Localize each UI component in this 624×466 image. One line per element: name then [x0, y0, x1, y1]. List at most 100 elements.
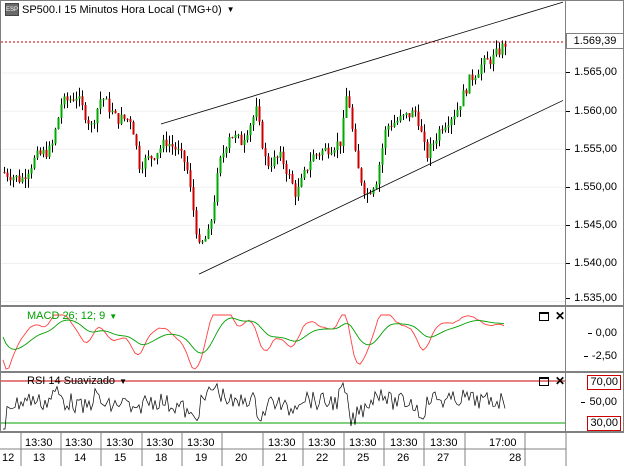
- candle-body: [444, 127, 447, 131]
- candle-body: [90, 123, 93, 125]
- maximize-icon[interactable]: [539, 311, 549, 321]
- chevron-down-icon[interactable]: ▼: [119, 376, 127, 386]
- candle-body: [327, 147, 330, 155]
- macd-label-text: MACD 26; 12; 9: [27, 310, 106, 322]
- chevron-down-icon[interactable]: ▼: [109, 311, 118, 321]
- candle-body: [456, 110, 459, 117]
- macd-label[interactable]: MACD 26; 12; 9 ▼: [27, 310, 117, 322]
- candle-body: [96, 108, 99, 124]
- candle-body: [270, 166, 273, 168]
- candle-body: [63, 96, 66, 105]
- candle-body: [369, 192, 372, 194]
- candle-body: [411, 110, 414, 118]
- candle-body: [420, 126, 423, 132]
- candle-body: [225, 148, 228, 154]
- price-tick: 1.535,00: [566, 292, 617, 304]
- candle-body: [177, 148, 180, 150]
- price-tick: 1.550,00: [566, 181, 617, 193]
- time-label: 13:30: [349, 437, 377, 449]
- candle-body: [174, 146, 177, 150]
- candle-body: [219, 157, 222, 174]
- candle-body: [501, 43, 504, 55]
- candle-body: [282, 151, 285, 164]
- candle-body: [339, 141, 342, 147]
- time-label: 13:30: [65, 437, 93, 449]
- candle-body: [192, 187, 195, 211]
- price-tick: 1.565,00: [566, 66, 617, 78]
- date-label: 25: [357, 452, 370, 464]
- candle-body: [129, 118, 132, 123]
- candle-body: [84, 105, 87, 120]
- candle-body: [432, 143, 435, 145]
- candle-body: [213, 201, 216, 221]
- chart-title[interactable]: ESP SP500.I 15 Minutos Hora Local (TMG+0…: [5, 3, 235, 16]
- candle-body: [171, 143, 174, 147]
- candle-body: [360, 168, 363, 183]
- candle-body: [417, 111, 420, 127]
- date-label: 20: [235, 452, 248, 464]
- rsi-upper-level: 70,00: [587, 375, 621, 390]
- time-label: 13:30: [146, 437, 174, 449]
- candle-body: [222, 153, 225, 158]
- candle-body: [33, 157, 36, 169]
- price-axis: 1.565,00 1.560,00 1.555,00 1.550,00 1.54…: [566, 0, 624, 306]
- candle-body: [36, 150, 39, 158]
- time-label: 13:30: [25, 437, 53, 449]
- price-tick: 1.545,00: [566, 219, 617, 231]
- candle-body: [189, 170, 192, 188]
- candle-body: [24, 177, 27, 180]
- time-label: 17:00: [489, 437, 517, 449]
- rsi-line: [3, 381, 506, 430]
- candle-body: [450, 119, 453, 126]
- candle-body: [330, 152, 333, 155]
- macd-canvas[interactable]: [1, 307, 566, 372]
- candle-body: [132, 122, 135, 135]
- candle-body: [408, 113, 411, 118]
- price-chart-panel[interactable]: ESP SP500.I 15 Minutos Hora Local (TMG+0…: [0, 0, 566, 306]
- rsi-axis: 70,00 50,00 30,00: [566, 372, 624, 432]
- candle-body: [357, 150, 360, 169]
- candle-body: [231, 137, 234, 139]
- candle-body: [45, 149, 48, 157]
- candle-body: [249, 125, 252, 136]
- candle-body: [66, 96, 69, 101]
- candle-body: [207, 228, 210, 239]
- close-icon[interactable]: ✕: [555, 309, 566, 323]
- date-label: 27: [437, 452, 450, 464]
- maximize-icon[interactable]: [539, 376, 549, 386]
- candle-body: [69, 99, 72, 101]
- candle-body: [429, 143, 432, 159]
- macd-tick: 0,00: [587, 327, 617, 339]
- candle-body: [72, 99, 75, 101]
- rsi-panel[interactable]: RSI 14 Suavizado ▼ ✕: [0, 372, 566, 432]
- date-label: 22: [316, 452, 329, 464]
- rsi-canvas[interactable]: [1, 373, 566, 432]
- candle-body: [390, 125, 393, 127]
- candle-body: [102, 99, 105, 101]
- candle-body: [459, 106, 462, 111]
- macd-signal-line: [2, 317, 505, 354]
- candle-body: [21, 177, 24, 183]
- candle-body: [30, 168, 33, 174]
- candle-body: [435, 140, 438, 144]
- candle-body: [9, 176, 12, 181]
- candle-body: [54, 129, 57, 144]
- chevron-down-icon[interactable]: ▼: [226, 5, 235, 14]
- candle-body: [303, 169, 306, 178]
- price-chart-canvas[interactable]: [1, 1, 566, 306]
- candle-body: [78, 96, 81, 99]
- time-label: 13:30: [308, 437, 336, 449]
- chart-symbol-icon: ESP: [5, 3, 19, 16]
- time-label: 13:30: [390, 437, 418, 449]
- rsi-label[interactable]: RSI 14 Suavizado ▼: [27, 375, 127, 387]
- time-axis: 13:30 13:30 13:30 13:30 13:30 13:30 13:3…: [0, 432, 624, 466]
- time-label: 13:30: [430, 437, 458, 449]
- candle-body: [396, 120, 399, 123]
- close-icon[interactable]: ✕: [555, 374, 566, 388]
- candle-body: [453, 116, 456, 120]
- candle-body: [363, 182, 366, 195]
- macd-panel[interactable]: MACD 26; 12; 9 ▼ ✕: [0, 306, 566, 372]
- candle-body: [108, 98, 111, 113]
- candle-body: [276, 156, 279, 158]
- candle-body: [426, 141, 429, 159]
